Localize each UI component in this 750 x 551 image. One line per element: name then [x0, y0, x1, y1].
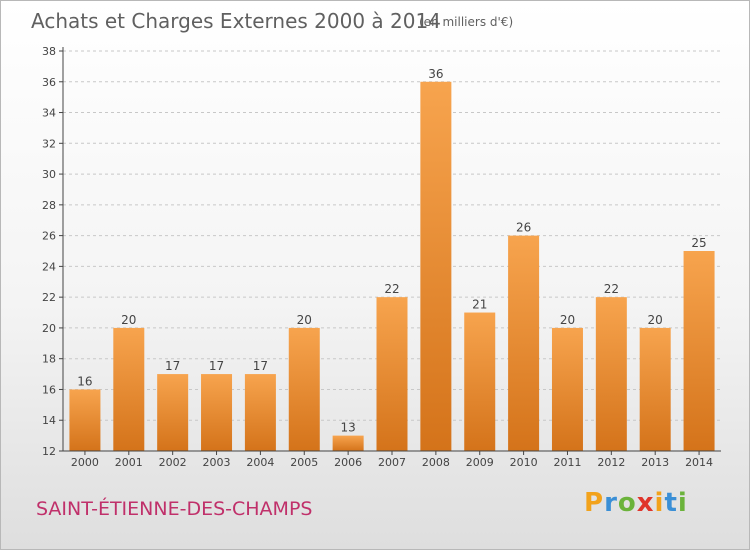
y-tick-label: 16	[42, 383, 56, 396]
bar-2005[interactable]	[288, 327, 320, 451]
data-label: 20	[297, 313, 312, 327]
x-tick-label: 2008	[422, 456, 450, 469]
y-tick-label: 38	[42, 45, 56, 58]
x-tick-label: 2003	[203, 456, 231, 469]
data-label: 36	[428, 67, 443, 81]
y-tick-label: 18	[42, 353, 56, 366]
logo-letter: t	[664, 488, 678, 518]
y-tick-label: 14	[42, 414, 56, 427]
bar-2010[interactable]	[508, 235, 540, 451]
x-tick-label: 2001	[115, 456, 143, 469]
bar-2006[interactable]	[332, 435, 364, 451]
logo-letter: i	[654, 488, 665, 518]
y-tick-label: 28	[42, 199, 56, 212]
x-tick-label: 2014	[685, 456, 713, 469]
x-tick-label: 2010	[510, 456, 538, 469]
y-tick-label: 22	[42, 291, 56, 304]
data-label: 17	[165, 359, 180, 373]
bar-2012[interactable]	[595, 297, 627, 451]
x-tick-label: 2007	[378, 456, 406, 469]
logo-letter: P	[584, 488, 605, 518]
y-tick-label: 20	[42, 322, 56, 335]
y-tick-label: 32	[42, 137, 56, 150]
data-label: 17	[209, 359, 224, 373]
data-label: 21	[472, 298, 487, 312]
data-label: 26	[516, 221, 531, 235]
logo-letter: o	[617, 488, 637, 518]
bar-2003[interactable]	[201, 374, 233, 451]
y-tick-label: 36	[42, 76, 56, 89]
bar-2014[interactable]	[683, 251, 715, 451]
data-label: 16	[77, 374, 92, 388]
data-label: 20	[560, 313, 575, 327]
chart-subtitle: (en milliers d'€)	[419, 15, 514, 29]
y-tick-label: 12	[42, 445, 56, 458]
data-label: 22	[604, 282, 619, 296]
x-tick-label: 2006	[334, 456, 362, 469]
logo-letter: x	[636, 488, 655, 518]
proxiti-logo[interactable]: Proxiti	[584, 488, 688, 518]
y-tick-label: 24	[42, 260, 56, 273]
x-tick-label: 2004	[246, 456, 274, 469]
logo-letter: r	[604, 488, 618, 518]
data-label: 20	[121, 313, 136, 327]
data-label: 25	[691, 236, 706, 250]
bar-2011[interactable]	[551, 327, 583, 451]
bar-2007[interactable]	[376, 297, 408, 451]
bar-2008[interactable]	[420, 81, 452, 452]
x-tick-label: 2013	[641, 456, 669, 469]
chart-title: Achats et Charges Externes 2000 à 2014	[31, 9, 441, 33]
data-label: 22	[384, 282, 399, 296]
logo-letter: i	[677, 488, 688, 518]
data-label: 13	[340, 421, 355, 435]
bar-2002[interactable]	[157, 374, 189, 451]
x-tick-label: 2012	[597, 456, 625, 469]
x-tick-label: 2011	[553, 456, 581, 469]
y-tick-label: 26	[42, 230, 56, 243]
bar-2001[interactable]	[113, 327, 145, 451]
data-label: 20	[648, 313, 663, 327]
x-tick-label: 2000	[71, 456, 99, 469]
bar-2013[interactable]	[639, 327, 671, 451]
bar-2009[interactable]	[464, 312, 496, 451]
bar-2004[interactable]	[244, 374, 276, 451]
bar-2000[interactable]	[69, 389, 101, 451]
x-tick-label: 2002	[159, 456, 187, 469]
y-tick-label: 34	[42, 107, 56, 120]
data-label: 17	[253, 359, 268, 373]
x-tick-label: 2005	[290, 456, 318, 469]
commune-name: SAINT-ÉTIENNE-DES-CHAMPS	[36, 498, 313, 520]
y-tick-label: 30	[42, 168, 56, 181]
x-tick-label: 2009	[466, 456, 494, 469]
